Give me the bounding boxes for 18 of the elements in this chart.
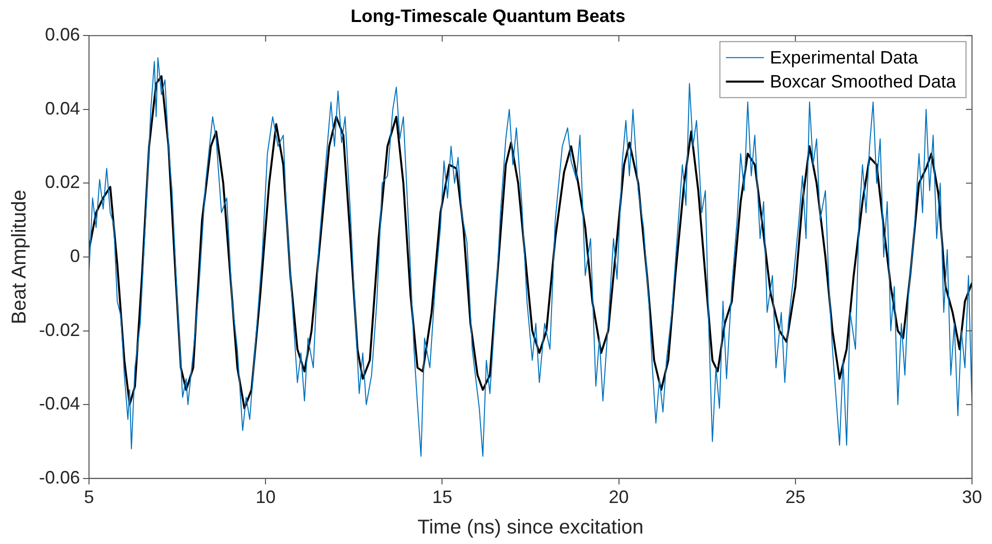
y-tick-label: -0.02	[38, 320, 80, 340]
chart-title: Long-Timescale Quantum Beats	[350, 6, 626, 26]
y-tick-label: 0.04	[44, 98, 80, 118]
x-tick-label: 15	[432, 487, 452, 508]
x-tick-label: 30	[962, 487, 982, 508]
y-tick-label: -0.06	[38, 467, 80, 488]
x-tick-label: 20	[608, 487, 629, 508]
y-tick-label: 0.02	[44, 172, 80, 192]
y-tick-label: 0	[70, 246, 80, 266]
x-tick-label: 10	[256, 487, 276, 508]
legend-label: Experimental Data	[770, 48, 919, 68]
y-tick-label: -0.04	[38, 394, 80, 414]
x-tick-label: 25	[785, 487, 806, 508]
legend-label: Boxcar Smoothed Data	[770, 72, 957, 92]
x-tick-label: 5	[84, 487, 94, 508]
x-axis-title: Time (ns) since excitation	[418, 516, 644, 539]
y-tick-label: 0.06	[44, 24, 80, 45]
y-axis-title: Beat Amplitude	[8, 190, 31, 324]
